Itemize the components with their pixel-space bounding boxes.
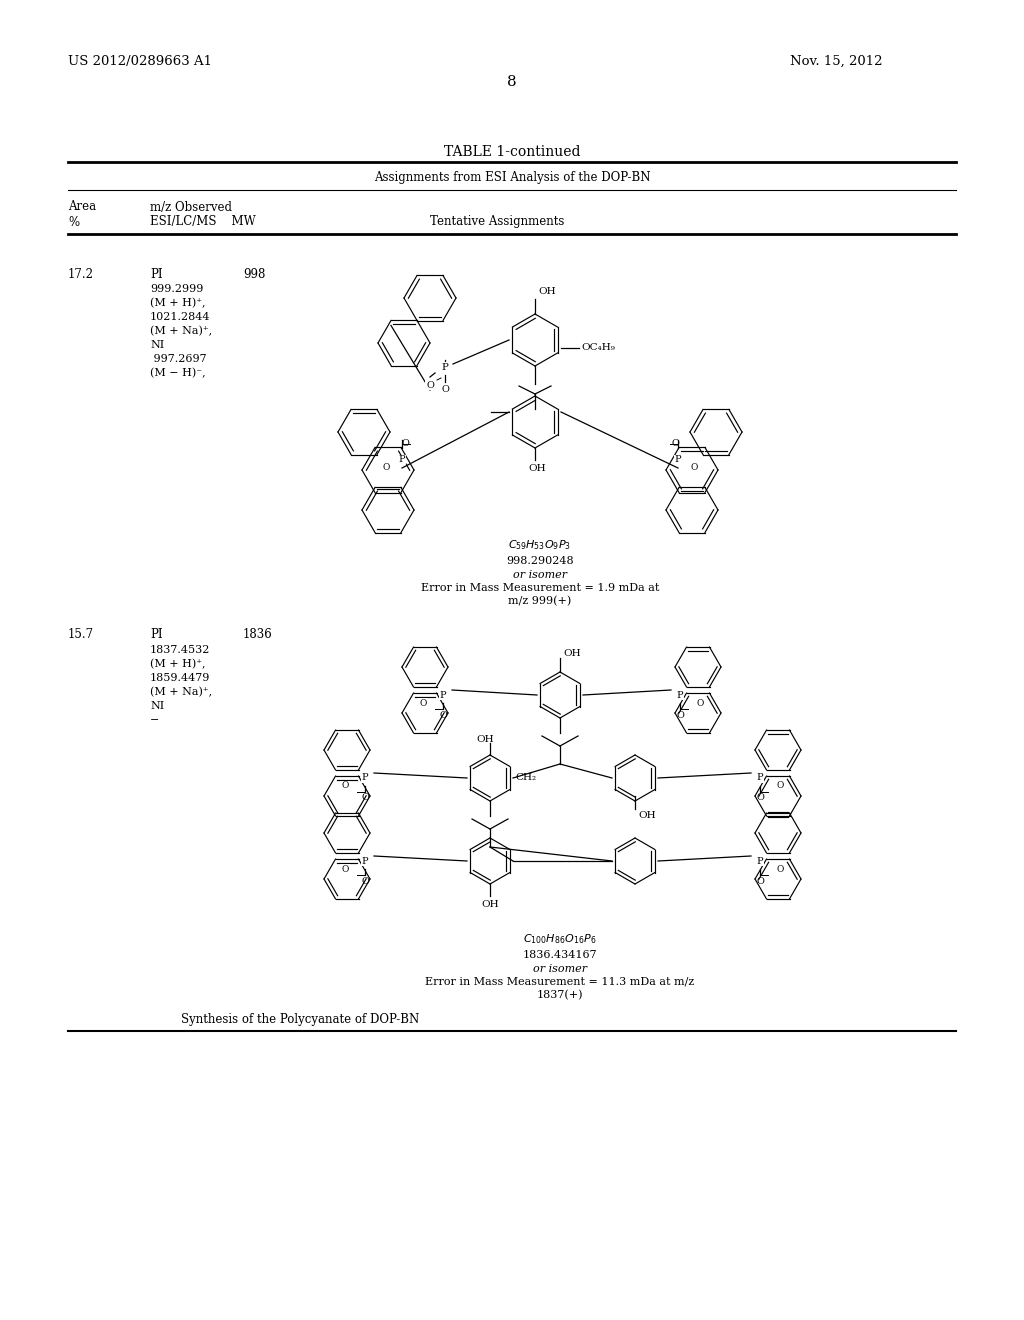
Text: Nov. 15, 2012: Nov. 15, 2012: [790, 55, 883, 69]
Text: O: O: [671, 440, 679, 449]
Text: P: P: [675, 455, 681, 465]
Text: O: O: [341, 781, 349, 791]
Text: CH₂: CH₂: [515, 774, 537, 783]
Text: or isomer: or isomer: [532, 964, 587, 974]
Text: 17.2: 17.2: [68, 268, 94, 281]
Text: OH: OH: [476, 734, 494, 743]
Text: Assignments from ESI Analysis of the DOP-BN: Assignments from ESI Analysis of the DOP…: [374, 172, 650, 185]
Text: (M + H)⁺,: (M + H)⁺,: [150, 659, 206, 669]
Text: NI: NI: [150, 701, 164, 711]
Text: 1859.4479: 1859.4479: [150, 673, 210, 682]
Text: 999.2999: 999.2999: [150, 284, 204, 294]
Text: OH: OH: [481, 900, 499, 909]
Text: Error in Mass Measurement = 1.9 mDa at: Error in Mass Measurement = 1.9 mDa at: [421, 583, 659, 593]
Text: 998: 998: [243, 268, 265, 281]
Text: OH: OH: [528, 465, 546, 473]
Text: 1021.2844: 1021.2844: [150, 312, 211, 322]
Text: OH: OH: [538, 288, 556, 297]
Text: O: O: [756, 793, 764, 803]
Text: Error in Mass Measurement = 11.3 mDa at m/z: Error in Mass Measurement = 11.3 mDa at …: [425, 977, 694, 987]
Text: P: P: [398, 455, 406, 465]
Text: 1836.434167: 1836.434167: [522, 950, 597, 960]
Text: OC₄H₉: OC₄H₉: [581, 343, 614, 352]
Text: PI: PI: [150, 628, 163, 642]
Text: O: O: [361, 876, 369, 886]
Text: O: O: [439, 710, 446, 719]
Text: P: P: [361, 774, 369, 783]
Text: O: O: [776, 865, 783, 874]
Text: $C_{100}H_{86}O_{16}P_6$: $C_{100}H_{86}O_{16}P_6$: [523, 932, 597, 946]
Text: m/z 999(+): m/z 999(+): [508, 595, 571, 606]
Text: Tentative Assignments: Tentative Assignments: [430, 215, 564, 228]
Text: NI: NI: [150, 341, 164, 350]
Text: O: O: [419, 698, 427, 708]
Text: O: O: [382, 463, 390, 473]
Text: 1837.4532: 1837.4532: [150, 645, 210, 655]
Text: %: %: [68, 215, 79, 228]
Text: O: O: [756, 876, 764, 886]
Text: O: O: [361, 793, 369, 803]
Text: PI: PI: [150, 268, 163, 281]
Text: OH: OH: [638, 810, 655, 820]
Text: −: −: [150, 715, 160, 725]
Text: P: P: [757, 857, 763, 866]
Text: 1837(+): 1837(+): [537, 990, 584, 1001]
Text: O: O: [676, 710, 684, 719]
Text: P: P: [439, 690, 446, 700]
Text: Synthesis of the Polycyanate of DOP-BN: Synthesis of the Polycyanate of DOP-BN: [181, 1012, 419, 1026]
Text: $C_{59}H_{53}O_9P_3$: $C_{59}H_{53}O_9P_3$: [509, 539, 571, 552]
Text: O: O: [401, 440, 409, 449]
Text: US 2012/0289663 A1: US 2012/0289663 A1: [68, 55, 212, 69]
Text: m/z Observed: m/z Observed: [150, 201, 232, 214]
Text: (M + H)⁺,: (M + H)⁺,: [150, 298, 206, 308]
Text: 15.7: 15.7: [68, 628, 94, 642]
Text: ESI/LC/MS    MW: ESI/LC/MS MW: [150, 215, 256, 228]
Text: P: P: [441, 363, 449, 372]
Text: TABLE 1-continued: TABLE 1-continued: [443, 145, 581, 158]
Text: O: O: [441, 385, 449, 395]
Text: 998.290248: 998.290248: [506, 556, 573, 566]
Text: P: P: [757, 774, 763, 783]
Text: O: O: [696, 698, 703, 708]
Text: (M + Na)⁺,: (M + Na)⁺,: [150, 686, 212, 697]
Text: O: O: [690, 463, 697, 473]
Text: (M − H)⁻,: (M − H)⁻,: [150, 368, 206, 378]
Text: P: P: [361, 857, 369, 866]
Text: OH: OH: [563, 649, 581, 659]
Text: P: P: [677, 690, 683, 700]
Text: O: O: [776, 781, 783, 791]
Text: (M + Na)⁺,: (M + Na)⁺,: [150, 326, 212, 337]
Text: Area: Area: [68, 201, 96, 214]
Text: 8: 8: [507, 75, 517, 88]
Text: O: O: [341, 865, 349, 874]
Text: or isomer: or isomer: [513, 570, 567, 579]
Text: O: O: [426, 380, 434, 389]
Text: 997.2697: 997.2697: [150, 354, 207, 364]
Text: 1836: 1836: [243, 628, 272, 642]
